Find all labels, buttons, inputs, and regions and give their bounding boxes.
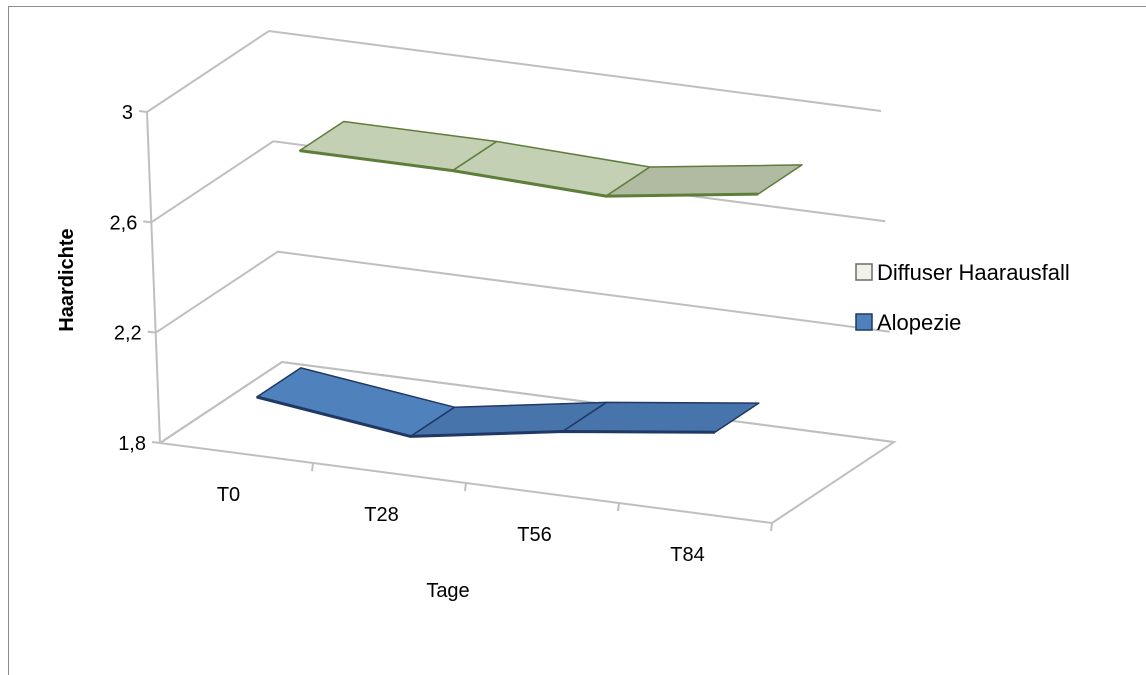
series-0 (298, 120, 803, 198)
y-tick-label: 1,8 (118, 433, 146, 455)
gridline (155, 250, 890, 334)
y-tick-label: 2,2 (114, 323, 142, 345)
y-axis-title: Haardichte (56, 228, 78, 331)
side-wall-edge (146, 111, 161, 444)
x-axis-title: Tage (426, 580, 469, 602)
series-layer (256, 120, 803, 438)
floor-outline (159, 360, 897, 524)
x-tick-label: T84 (670, 544, 704, 566)
series-front-edge (299, 149, 759, 198)
x-tick-label: T28 (364, 504, 398, 526)
legend: Diffuser Haarausfall Alopezie (855, 260, 1070, 335)
y-tick-mark (138, 110, 148, 113)
y-tick-mark (147, 330, 156, 334)
x-tick-mark (311, 462, 314, 472)
x-tick-label: T56 (517, 524, 551, 546)
y-tick-label: 3 (122, 102, 133, 124)
y-axis-tick-labels: 1,8 2,2 2,6 3 (110, 102, 146, 455)
x-axis (159, 442, 773, 532)
gridlines (138, 29, 895, 444)
x-tick-label: T0 (217, 484, 240, 506)
legend-label: Diffuser Haarausfall (877, 260, 1070, 285)
y-tick-label: 2,6 (110, 212, 138, 234)
series-front-edge (256, 395, 715, 438)
chart-area (8, 6, 1146, 675)
y-tick-mark (143, 220, 152, 224)
y-tick-mark (151, 441, 161, 444)
legend-label: Alopezie (877, 310, 961, 335)
legend-swatch (855, 263, 873, 281)
x-tick-mark (464, 482, 467, 492)
legend-swatch (855, 313, 873, 331)
x-tick-mark (617, 502, 620, 512)
x-tick-mark (770, 522, 773, 532)
series-1 (256, 367, 760, 438)
gridline (146, 29, 882, 113)
x-axis-tick-labels: T0 T28 T56 T84 (217, 484, 705, 566)
